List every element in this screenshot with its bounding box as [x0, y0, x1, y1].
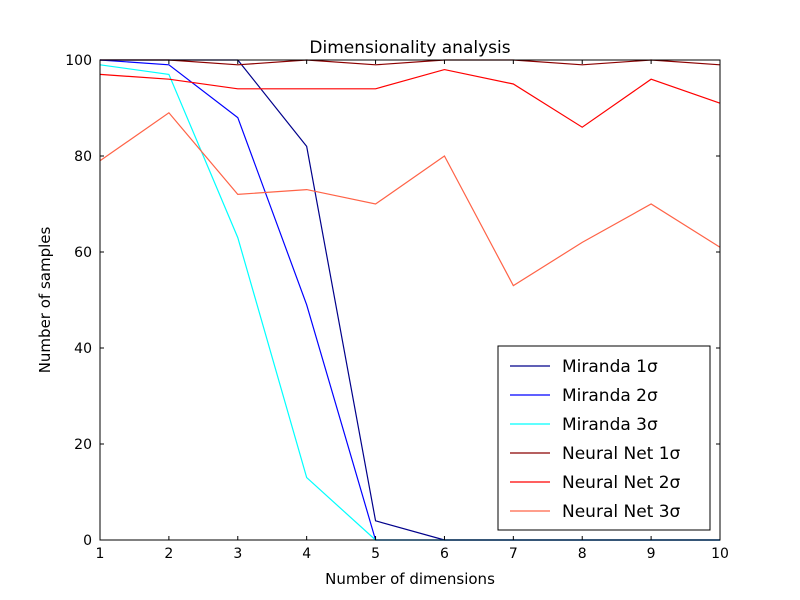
x-axis-label: Number of dimensions — [325, 570, 495, 588]
x-tick-label-5: 6 — [440, 546, 449, 562]
y-tick-label-2: 40 — [74, 341, 92, 357]
x-tick-label-9: 10 — [711, 546, 729, 562]
y-tick-label-4: 80 — [74, 149, 92, 165]
legend-label-0: Miranda 1σ — [562, 357, 658, 377]
legend-label-3: Neural Net 1σ — [562, 444, 681, 464]
y-tick-label-0: 0 — [83, 533, 92, 549]
legend: Miranda 1σ Miranda 2σ Miranda 3σ Neural Net… — [497, 345, 711, 531]
legend-label-1: Miranda 2σ — [562, 386, 658, 406]
chart-title: Dimensionality analysis — [309, 38, 510, 58]
y-tick-label-5: 100 — [65, 53, 92, 69]
x-tick-label-7: 8 — [578, 546, 587, 562]
series-line-4 — [99, 68, 721, 128]
x-tick-label-6: 7 — [509, 546, 518, 562]
y-tick-label-3: 60 — [74, 245, 92, 261]
series-line-5 — [99, 111, 721, 287]
x-tick-label-4: 5 — [371, 546, 380, 562]
x-tick-label-1: 2 — [164, 546, 173, 562]
legend-label-4: Neural Net 2σ — [562, 473, 681, 493]
y-axis-label: Number of samples — [36, 227, 54, 374]
x-tick-label-3: 4 — [302, 546, 311, 562]
plot-frame — [99, 59, 721, 541]
legend-frame — [497, 345, 711, 531]
x-tick-label-2: 3 — [233, 546, 242, 562]
x-tick-label-0: 1 — [96, 546, 105, 562]
legend-label-2: Miranda 3σ — [562, 415, 658, 435]
series-line-3 — [100, 59, 721, 66]
y-tick-label-1: 20 — [74, 437, 92, 453]
x-tick-label-8: 9 — [647, 546, 656, 562]
legend-label-5: Neural Net 3σ — [562, 502, 681, 522]
